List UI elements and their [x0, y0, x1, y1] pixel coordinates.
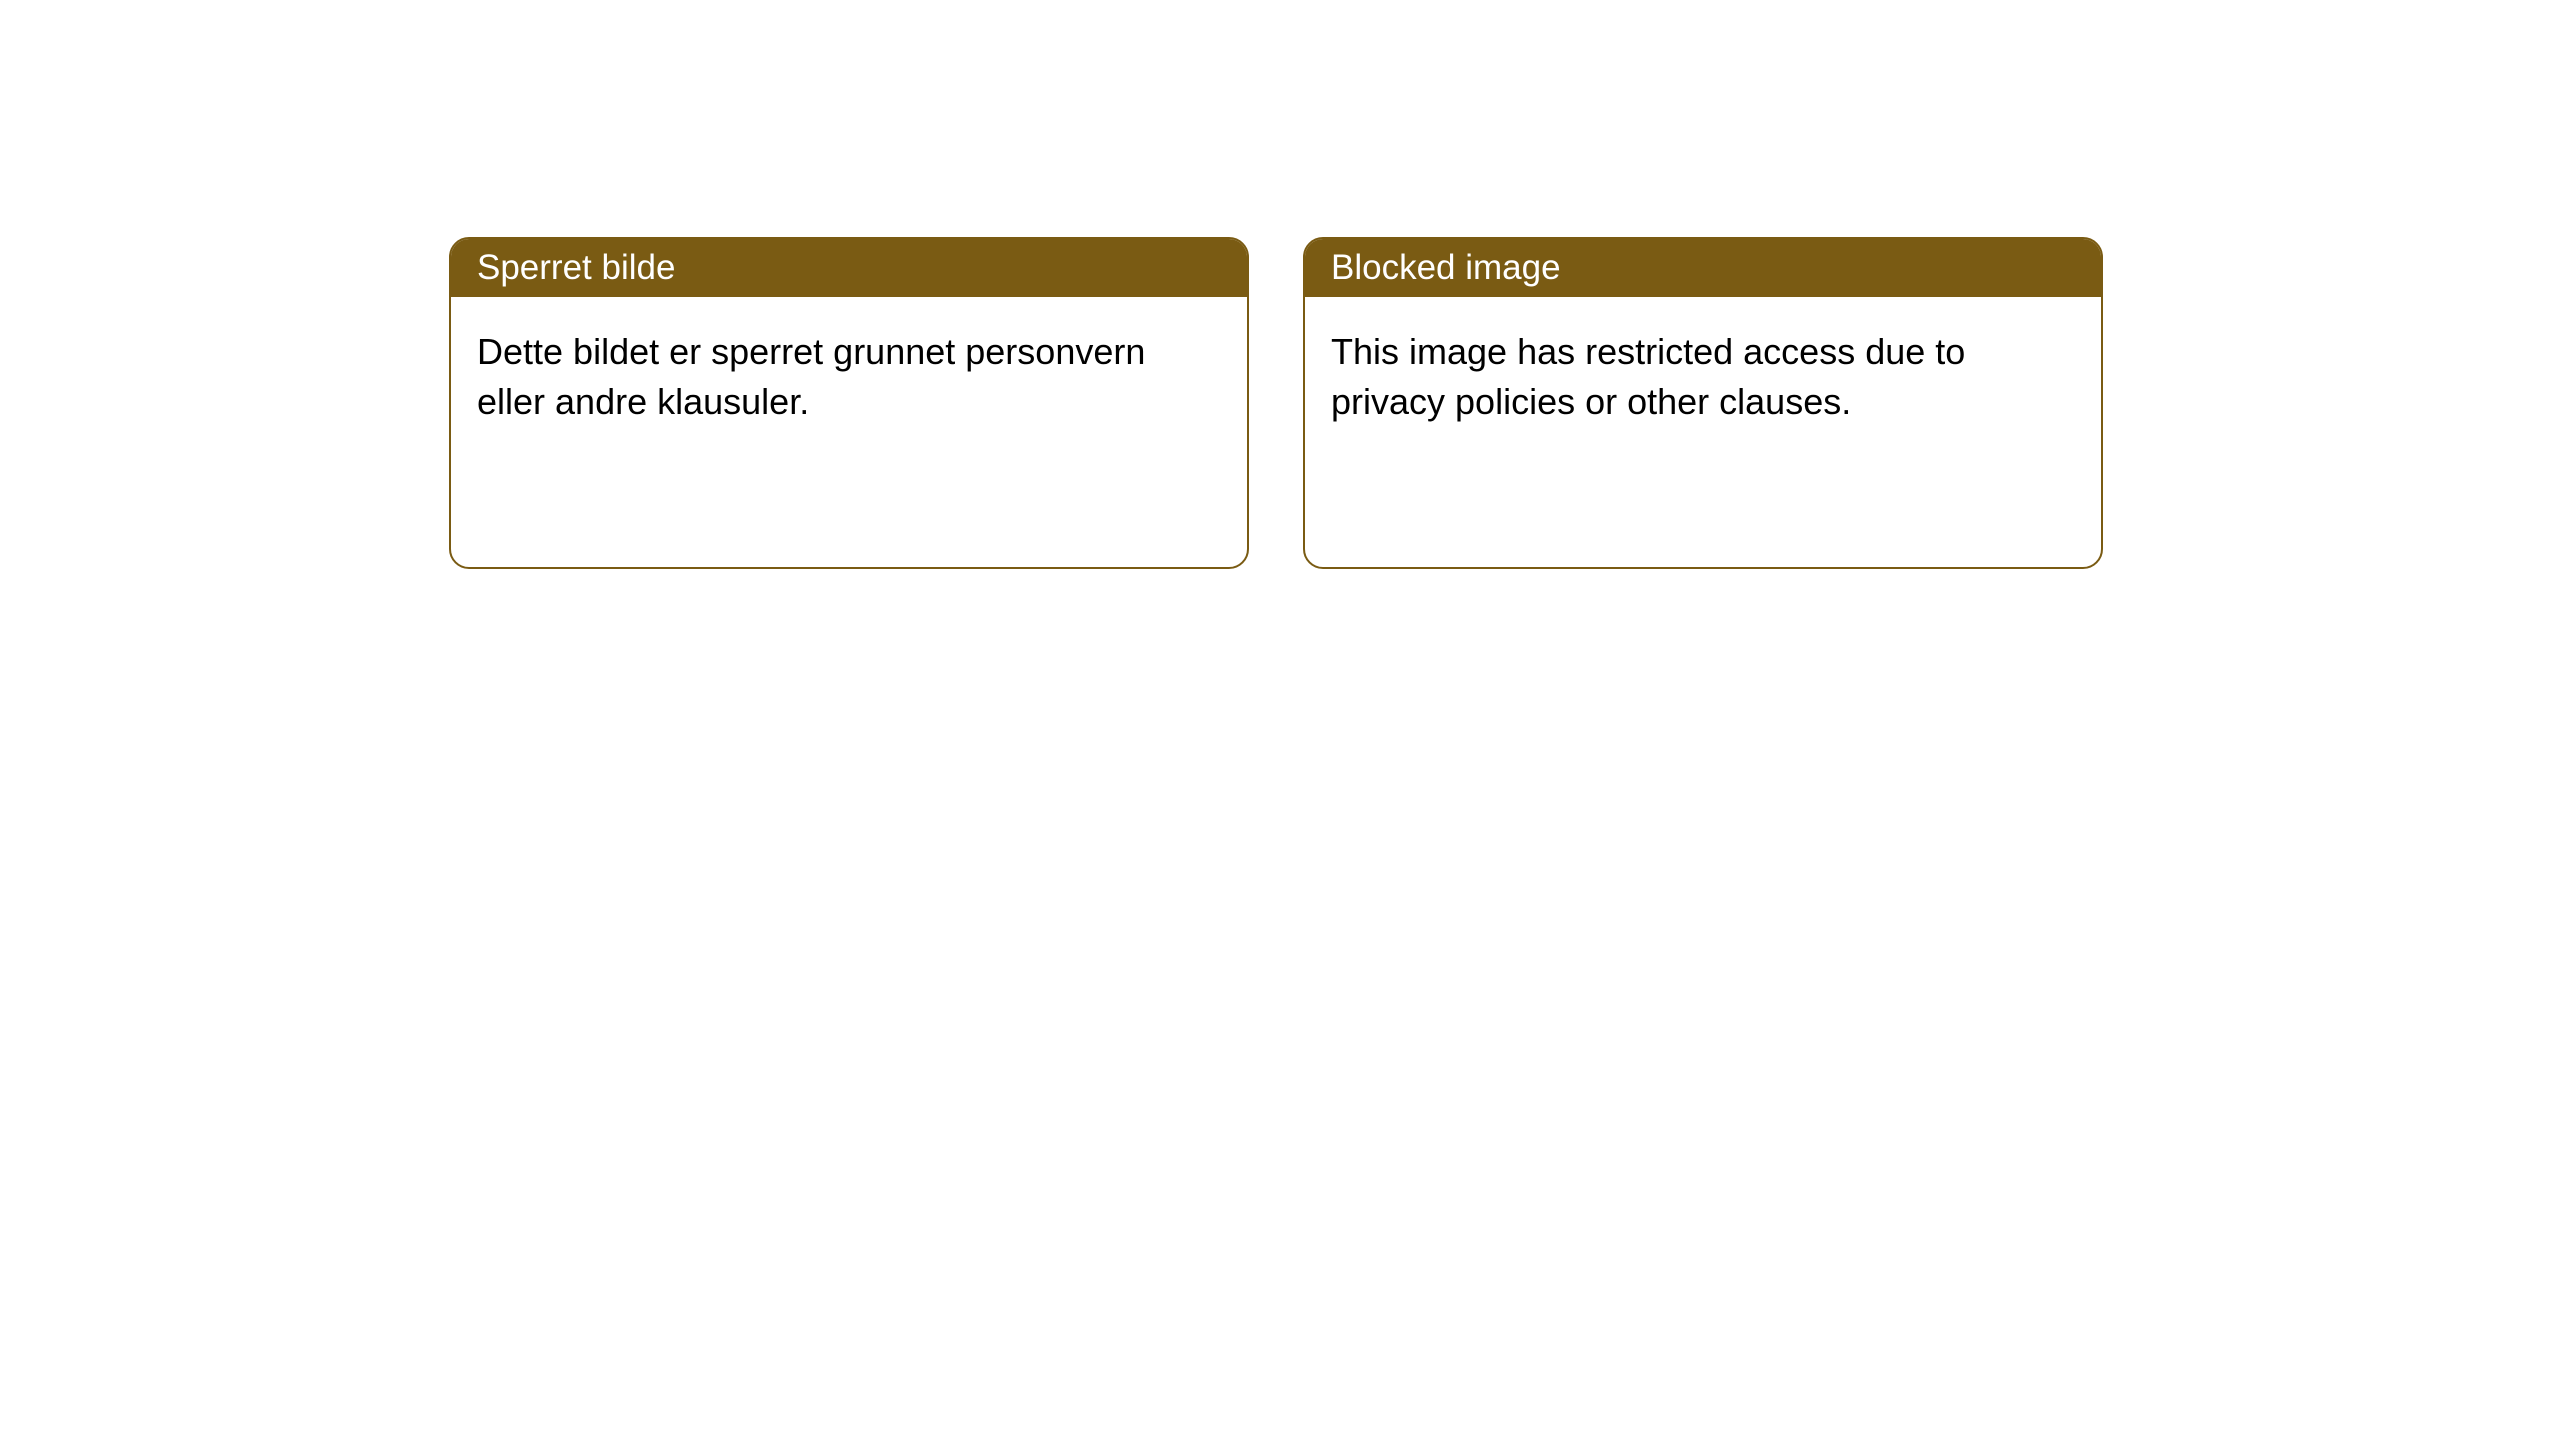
notice-container: Sperret bilde Dette bildet er sperret gr…	[449, 237, 2103, 569]
notice-title-english: Blocked image	[1331, 248, 1561, 288]
notice-title-norwegian: Sperret bilde	[477, 248, 675, 288]
notice-card-norwegian: Sperret bilde Dette bildet er sperret gr…	[449, 237, 1249, 569]
notice-text-norwegian: Dette bildet er sperret grunnet personve…	[477, 331, 1145, 422]
notice-body-norwegian: Dette bildet er sperret grunnet personve…	[451, 297, 1247, 458]
notice-card-english: Blocked image This image has restricted …	[1303, 237, 2103, 569]
notice-body-english: This image has restricted access due to …	[1305, 297, 2101, 458]
notice-header-norwegian: Sperret bilde	[451, 239, 1247, 297]
notice-header-english: Blocked image	[1305, 239, 2101, 297]
notice-text-english: This image has restricted access due to …	[1331, 331, 1965, 422]
